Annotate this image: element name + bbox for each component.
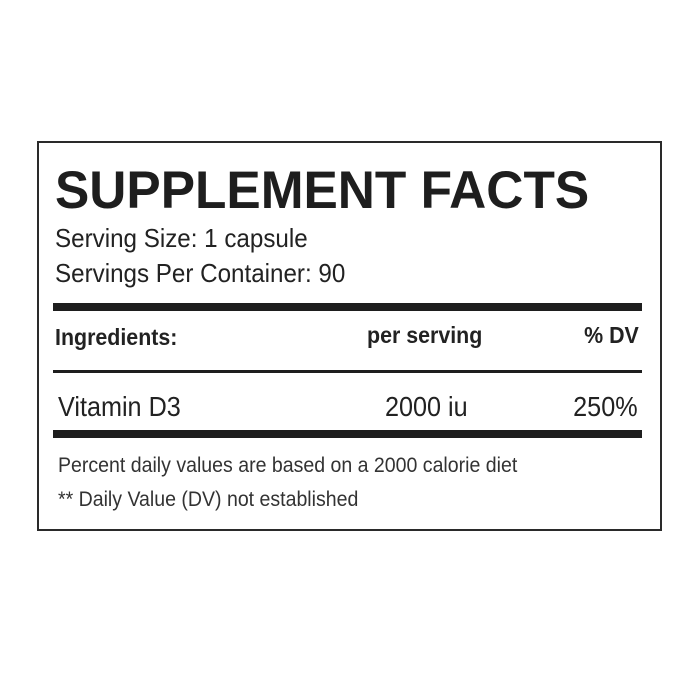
panel-title: SUPPLEMENT FACTS <box>55 161 590 220</box>
thick-divider <box>53 303 642 311</box>
thick-divider-bottom <box>53 430 642 438</box>
serving-size: Serving Size: 1 capsule <box>55 223 308 253</box>
thin-divider <box>53 370 642 373</box>
header-dv: % DV <box>584 322 639 348</box>
servings-per-container: Servings Per Container: 90 <box>55 258 346 288</box>
footnote-dv-not-established: ** Daily Value (DV) not established <box>58 488 359 511</box>
ingredient-name: Vitamin D3 <box>58 391 181 422</box>
header-per-serving: per serving <box>367 322 483 348</box>
supplement-facts-panel <box>37 141 662 531</box>
ingredient-amount: 2000 iu <box>385 391 468 422</box>
ingredient-dv: 250% <box>573 391 638 422</box>
footnote-daily-values: Percent daily values are based on a 2000… <box>58 454 518 477</box>
header-ingredients: Ingredients: <box>55 324 178 350</box>
